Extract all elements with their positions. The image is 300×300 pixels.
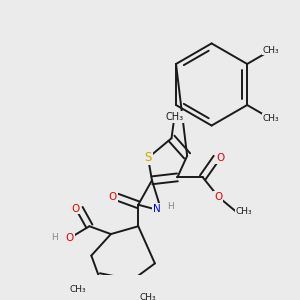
Text: CH₃: CH₃ [262, 114, 279, 123]
Text: H: H [51, 233, 58, 242]
Text: O: O [109, 192, 117, 202]
Text: CH₃: CH₃ [165, 112, 184, 122]
Text: O: O [216, 153, 224, 163]
Text: CH₃: CH₃ [140, 293, 156, 300]
Text: N: N [153, 204, 161, 214]
Text: CH₃: CH₃ [69, 285, 86, 294]
Text: H: H [167, 202, 174, 211]
Text: O: O [214, 192, 223, 202]
Text: CH₃: CH₃ [262, 46, 279, 55]
Text: O: O [66, 233, 74, 243]
Text: S: S [144, 151, 152, 164]
Text: O: O [72, 204, 80, 214]
Text: CH₃: CH₃ [236, 207, 252, 216]
